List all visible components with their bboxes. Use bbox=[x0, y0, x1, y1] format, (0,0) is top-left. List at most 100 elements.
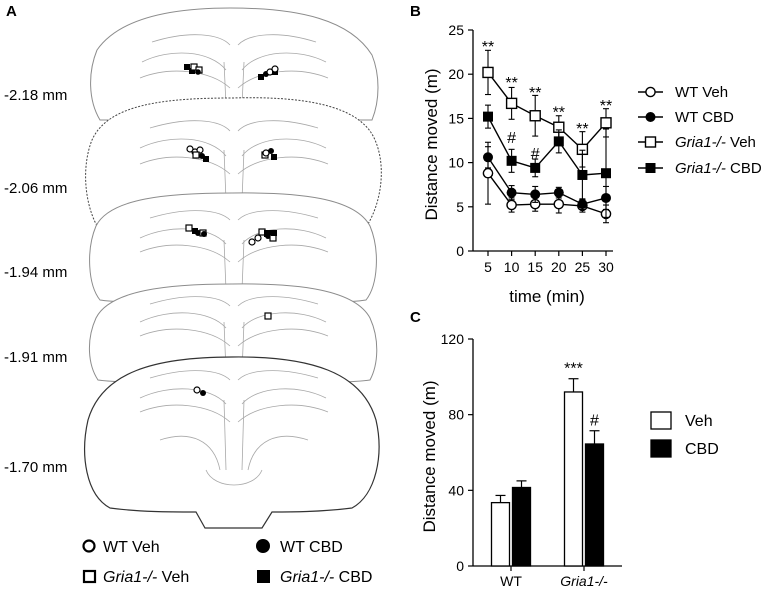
depth-label-4: -1.91 mm bbox=[4, 349, 67, 366]
data-point bbox=[577, 169, 588, 180]
significance-label: ** bbox=[600, 98, 612, 115]
legend-swatch-cbd bbox=[650, 439, 672, 458]
y-tick-label: 0 bbox=[456, 558, 464, 574]
x-tick-label: 15 bbox=[527, 259, 543, 275]
legend-gria-cbd-label: Gria1-/- CBD bbox=[280, 569, 372, 586]
data-point bbox=[577, 199, 588, 210]
legend-label: Veh bbox=[685, 413, 713, 430]
legend-item-0: WT Veh bbox=[638, 84, 728, 101]
y-tick-label: 25 bbox=[448, 22, 464, 38]
y-tick-label: 5 bbox=[456, 199, 464, 215]
chart-c: 0 40 80 120 Distance moved (m) WT Gria1-/- *** #… bbox=[420, 331, 719, 589]
y-tick-label: 0 bbox=[456, 243, 464, 259]
data-point bbox=[529, 110, 541, 122]
x-tick-label: 5 bbox=[484, 259, 492, 275]
y-axis-title: Distance moved (m) bbox=[422, 68, 441, 220]
legend-marker bbox=[645, 112, 656, 122]
data-point bbox=[482, 66, 494, 79]
data-point bbox=[505, 97, 518, 110]
placement-marker bbox=[254, 234, 262, 242]
x-tick-label: Gria1-/- bbox=[560, 573, 608, 589]
legend-marker bbox=[644, 136, 657, 148]
panel-a-legend: WT Veh WT CBD Gria1-/- Veh Gria1-/- CBD bbox=[82, 539, 372, 586]
brain-sections bbox=[84, 7, 382, 529]
legend-marker bbox=[645, 163, 656, 173]
legend-wt-cbd-label: WT CBD bbox=[280, 539, 343, 556]
significance-label: ** bbox=[576, 121, 588, 138]
placement-marker bbox=[192, 151, 200, 159]
data-point bbox=[600, 117, 612, 129]
data-point bbox=[553, 187, 564, 198]
y-tick-label: 80 bbox=[448, 407, 464, 423]
series-1 bbox=[483, 146, 611, 211]
series-2 bbox=[482, 49, 612, 168]
data-point bbox=[483, 152, 493, 163]
data-point bbox=[482, 167, 494, 179]
x-tick-label: 10 bbox=[504, 259, 520, 275]
placement-marker bbox=[203, 156, 209, 162]
legend-wt-cbd-marker bbox=[256, 539, 270, 553]
data-point bbox=[601, 168, 611, 179]
legend-label: Gria1-/- Veh bbox=[675, 134, 756, 151]
legend-gria-veh-marker bbox=[82, 569, 97, 584]
brain-section-5 bbox=[84, 356, 380, 529]
placement-marker bbox=[268, 148, 274, 154]
y-tick-label: 40 bbox=[448, 482, 464, 498]
y-tick-label: 10 bbox=[448, 155, 464, 171]
data-point bbox=[553, 198, 565, 210]
placement-marker bbox=[200, 390, 206, 396]
legend-marker bbox=[645, 86, 656, 98]
chart-b: 0 5 10 15 20 25 5 10 15 20 25 30 time (min) Distance … bbox=[422, 22, 762, 306]
x-axis-title: time (min) bbox=[509, 287, 585, 306]
bar-cbd bbox=[584, 443, 605, 567]
y-axis-title: Distance moved (m) bbox=[420, 380, 439, 532]
y-tick-label: 15 bbox=[448, 110, 464, 126]
legend-gria-veh-label: Gria1-/- Veh bbox=[103, 569, 189, 586]
placement-markers bbox=[184, 63, 279, 396]
data-point bbox=[506, 187, 517, 198]
data-point bbox=[506, 155, 517, 166]
depth-label-1: -2.18 mm bbox=[4, 87, 67, 104]
series-3 bbox=[483, 104, 611, 218]
panel-b-label: B bbox=[410, 3, 421, 20]
placement-marker bbox=[264, 312, 272, 320]
legend-swatch-veh bbox=[650, 411, 672, 430]
y-tick-label: 20 bbox=[448, 66, 464, 82]
significance-label: ** bbox=[529, 85, 541, 102]
placement-marker bbox=[186, 145, 194, 153]
data-point bbox=[530, 162, 541, 173]
significance-label: ** bbox=[505, 75, 517, 92]
significance-label: ** bbox=[553, 104, 565, 121]
placement-marker bbox=[248, 238, 256, 246]
significance-label: # bbox=[590, 413, 599, 430]
legend-label: WT CBD bbox=[675, 109, 734, 126]
placement-marker bbox=[184, 64, 190, 70]
placement-marker bbox=[195, 69, 201, 75]
placement-marker bbox=[185, 224, 193, 232]
significance-label: ** bbox=[482, 39, 494, 56]
bar-veh bbox=[490, 501, 511, 567]
legend-label: CBD bbox=[685, 441, 719, 458]
significance-label: # bbox=[531, 146, 540, 163]
legend-wt-veh-marker bbox=[82, 539, 96, 553]
depth-label-2: -2.06 mm bbox=[4, 180, 67, 197]
data-point bbox=[553, 136, 564, 147]
legend-gria-cbd-marker bbox=[257, 570, 270, 583]
legend-item-3: Gria1-/- CBD bbox=[638, 160, 762, 177]
placement-marker bbox=[201, 231, 207, 237]
placement-marker bbox=[271, 154, 277, 160]
data-point bbox=[506, 199, 517, 211]
data-point bbox=[530, 189, 541, 200]
legend-item-1: WT CBD bbox=[638, 109, 734, 126]
bar-veh bbox=[563, 391, 584, 567]
significance-label: *** bbox=[564, 361, 583, 378]
y-tick-label: 120 bbox=[441, 331, 465, 347]
panel-a-label: A bbox=[6, 3, 17, 20]
legend-label: WT Veh bbox=[675, 84, 728, 101]
placement-marker bbox=[258, 74, 264, 80]
data-point bbox=[483, 111, 493, 122]
legend-label: Gria1-/- CBD bbox=[675, 160, 762, 177]
x-tick-label: WT bbox=[500, 573, 522, 589]
significance-label: # bbox=[507, 130, 516, 147]
panel-c-label: C bbox=[410, 309, 421, 326]
